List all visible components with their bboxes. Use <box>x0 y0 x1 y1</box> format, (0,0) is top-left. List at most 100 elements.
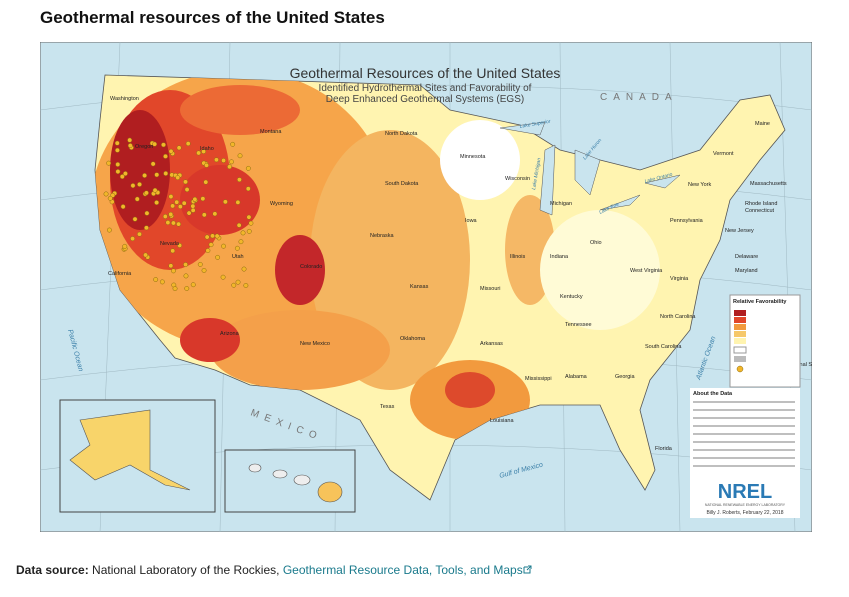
hawaii-shape <box>248 463 343 503</box>
state-label: Ohio <box>590 240 602 246</box>
legend-swatches <box>733 310 747 373</box>
site-dot <box>152 141 158 147</box>
legend-title: Relative Favorability <box>733 299 787 305</box>
site-dot <box>230 141 236 147</box>
state-label: West Virginia <box>630 268 663 274</box>
footer-label: Data source: <box>16 563 89 577</box>
site-dot <box>150 161 156 167</box>
site-dot <box>165 220 171 225</box>
site-dot <box>197 261 203 267</box>
site-dot <box>237 153 243 159</box>
site-dot <box>227 164 232 170</box>
state-label: Wisconsin <box>505 176 530 182</box>
site-dot <box>137 181 142 187</box>
site-dot <box>212 211 218 217</box>
site-dot <box>177 242 183 248</box>
site-dot <box>192 196 198 202</box>
site-dot <box>190 282 196 288</box>
country-label: CANADA <box>600 92 678 103</box>
site-dot <box>238 239 244 245</box>
site-dot <box>168 263 174 269</box>
state-label: Georgia <box>615 374 636 380</box>
state-label: North Dakota <box>385 131 418 137</box>
site-dot <box>184 187 190 193</box>
site-dot <box>176 145 182 151</box>
site-dot <box>234 245 240 251</box>
state-label: New Jersey <box>725 228 754 234</box>
site-dot <box>122 171 128 177</box>
state-label: Connecticut <box>745 208 775 214</box>
state-label: New York <box>688 182 711 188</box>
site-dot <box>137 231 142 237</box>
state-label: Utah <box>232 254 244 260</box>
site-dot <box>190 207 196 213</box>
water-label: Lake Superior <box>519 119 551 130</box>
map-subtitle: Identified Hydrothermal Sites and Favora… <box>319 83 532 94</box>
site-dot <box>208 242 214 248</box>
site-dot <box>235 199 241 205</box>
site-dot <box>120 204 126 210</box>
state-label: North Carolina <box>660 314 696 320</box>
site-dot <box>248 220 254 226</box>
site-dot <box>170 220 176 226</box>
site-dot <box>144 225 149 231</box>
site-dot <box>243 283 249 288</box>
site-dot <box>235 279 241 285</box>
state-label: Virginia <box>670 276 689 282</box>
site-dot <box>170 203 176 209</box>
state-label: Delaware <box>735 254 758 260</box>
map-subtitle: Deep Enhanced Geothermal Systems (EGS) <box>326 94 524 105</box>
site-dot <box>177 204 183 210</box>
page-title: Geothermal resources of the United State… <box>40 8 385 27</box>
site-dot <box>241 266 247 272</box>
state-label: Idaho <box>200 146 214 152</box>
site-dot <box>240 230 246 236</box>
state-label: Minnesota <box>460 154 486 160</box>
state-label: Vermont <box>713 151 734 157</box>
state-label: South Dakota <box>385 181 419 187</box>
site-dot <box>215 254 221 260</box>
site-dot <box>204 162 209 168</box>
site-dot <box>204 234 210 240</box>
state-label: Arizona <box>220 331 240 337</box>
map-title: Geothermal Resources of the United State… <box>290 65 561 81</box>
state-label: Maryland <box>735 268 758 274</box>
site-dot <box>114 147 120 153</box>
site-dot <box>154 172 160 178</box>
site-dot <box>130 183 136 189</box>
site-dot <box>107 195 113 201</box>
site-dot <box>186 210 192 216</box>
site-dot <box>132 216 138 222</box>
footer-text: National Laboratory of the Rockies, <box>92 563 280 577</box>
site-dot <box>172 286 178 292</box>
site-dot <box>176 221 182 227</box>
state-label: Montana <box>260 129 282 135</box>
site-dot <box>196 150 202 156</box>
state-label: Arkansas <box>480 341 503 347</box>
site-dot <box>210 233 215 239</box>
site-dot <box>245 165 251 171</box>
state-label: South Carolina <box>645 344 682 350</box>
site-dot <box>222 199 228 205</box>
site-dot <box>122 243 128 249</box>
site-dot <box>161 142 166 148</box>
footer: Data source: National Laboratory of the … <box>16 563 532 577</box>
state-label: Kansas <box>410 284 429 290</box>
source-link[interactable]: Geothermal Resource Data, Tools, and Map… <box>282 563 523 577</box>
state-label: Indiana <box>550 254 569 260</box>
state-label: Wyoming <box>270 201 293 207</box>
site-dot <box>200 196 206 202</box>
state-label: Illinois <box>510 254 526 260</box>
site-dot <box>184 286 190 291</box>
site-dot <box>229 159 234 165</box>
site-dot <box>214 233 220 239</box>
state-label: Rhode Island <box>745 201 777 207</box>
state-label: Michigan <box>550 201 572 207</box>
map: Washington Oregon California Idaho Nevada Uta… <box>40 42 812 532</box>
state-label: Kentucky <box>560 294 583 300</box>
site-dot <box>127 143 133 149</box>
site-dot <box>221 158 227 163</box>
state-label: Oregon <box>135 144 153 150</box>
about-box <box>690 388 800 478</box>
